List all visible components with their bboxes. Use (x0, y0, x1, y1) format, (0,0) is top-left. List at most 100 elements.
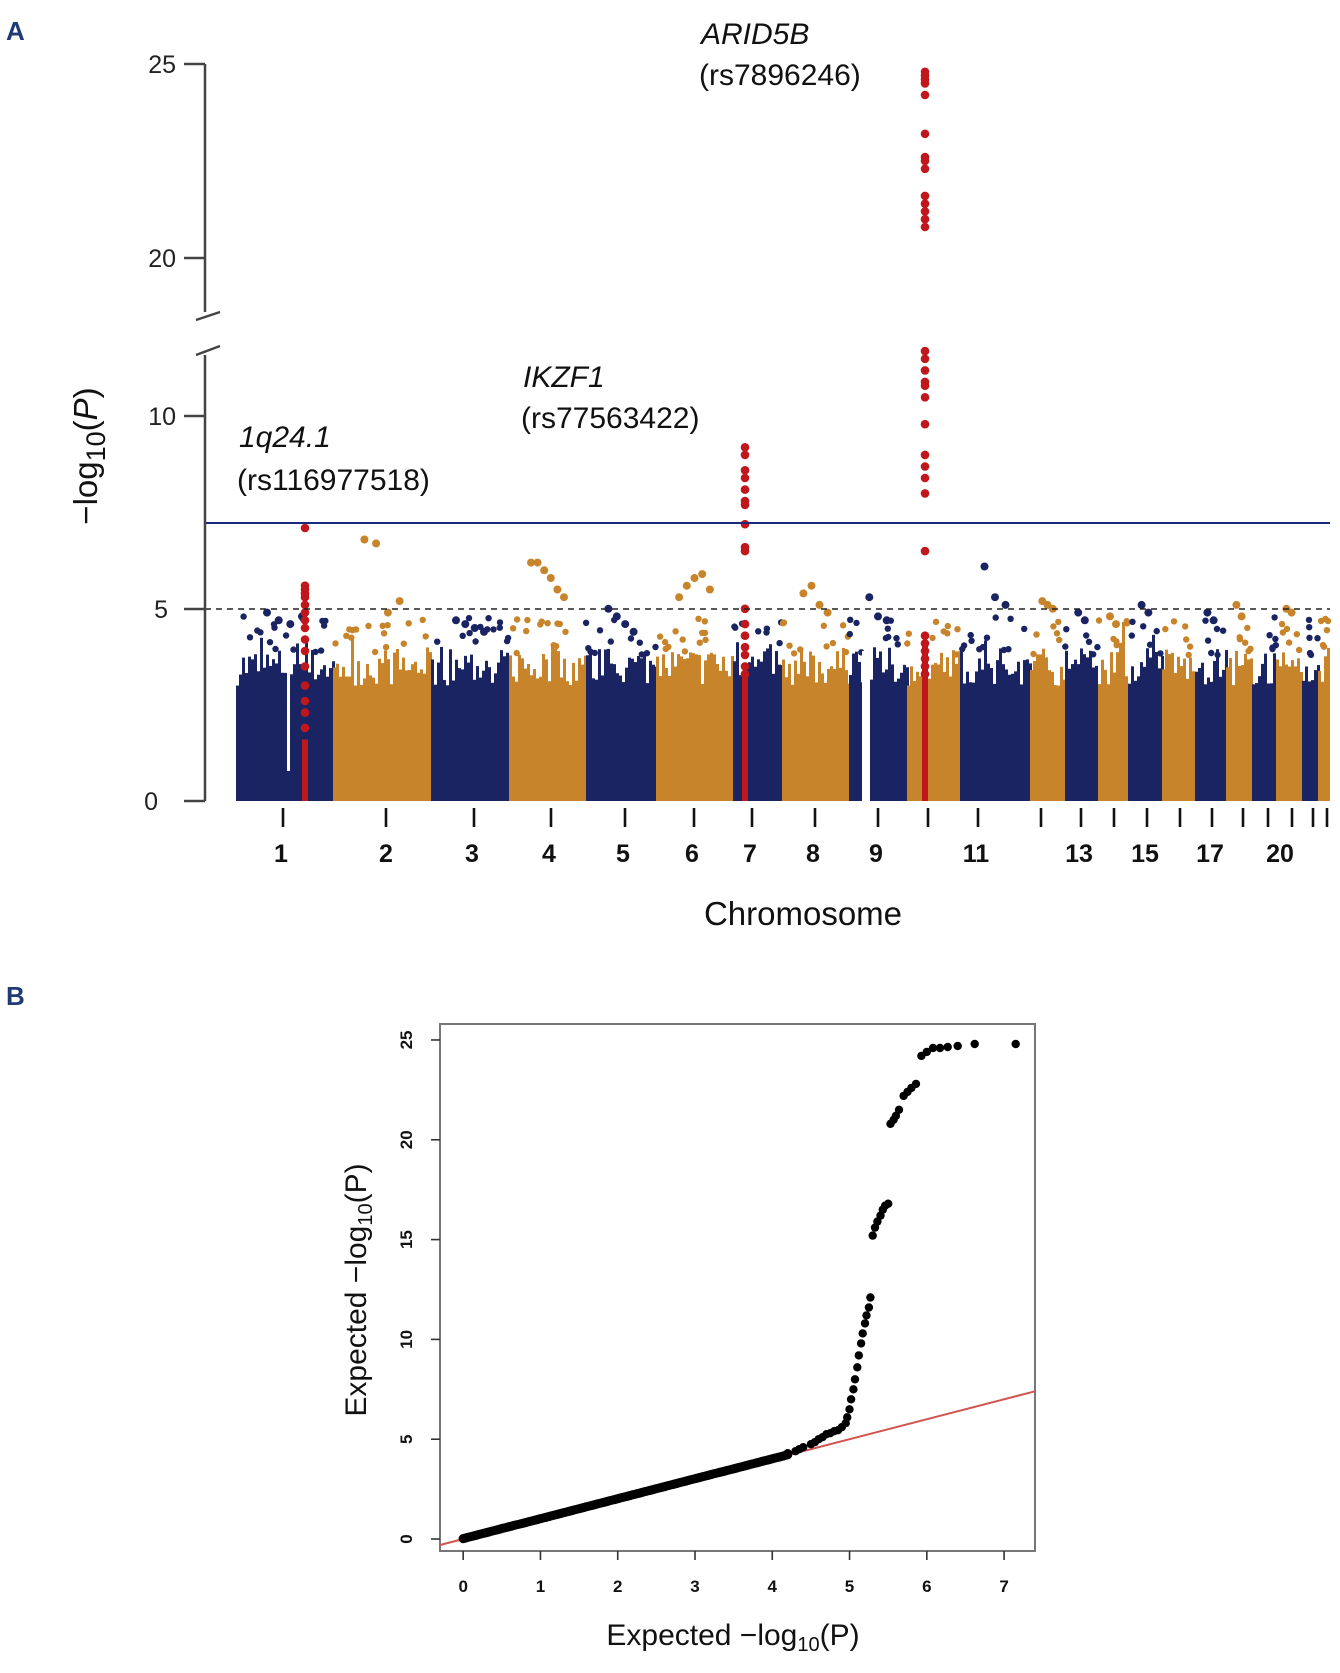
band-column (879, 651, 882, 687)
band-column (1074, 659, 1077, 687)
snp-point (524, 616, 531, 624)
snp-point (1140, 623, 1147, 630)
snp-point (513, 649, 520, 657)
qq-x-tick-label: 4 (768, 1577, 778, 1596)
band-column (1308, 681, 1311, 687)
snp-point (1007, 615, 1014, 622)
snp-point (382, 643, 390, 651)
qq-y-tick-label: 25 (397, 1031, 416, 1050)
band-column (545, 659, 548, 687)
snp-point (290, 646, 297, 653)
qq-x-tick-label: 0 (458, 1577, 467, 1596)
band-column (999, 648, 1002, 687)
y-tick-label: 10 (148, 403, 176, 431)
band-block (1252, 685, 1276, 801)
snp-point-peak (286, 620, 295, 629)
snp-point (1020, 625, 1028, 633)
band-column (293, 664, 296, 687)
band-column (619, 675, 622, 687)
band-column (972, 682, 975, 687)
snp-point (853, 619, 860, 627)
band-column (1235, 650, 1238, 687)
band-column (458, 668, 461, 687)
qq-point (943, 1042, 952, 1052)
qq-point (935, 1043, 945, 1053)
qq-point (843, 1413, 852, 1422)
band-column (1020, 684, 1023, 687)
snp-point-peak (274, 616, 283, 625)
band-column (1264, 653, 1267, 687)
snp-point (1278, 620, 1286, 628)
band-column (494, 673, 497, 687)
band-column (888, 647, 891, 687)
band-column (476, 666, 479, 687)
band-column (882, 672, 885, 687)
snp-point (1272, 635, 1279, 643)
highlight-point (920, 199, 930, 208)
highlight-point (920, 79, 930, 88)
band-column (674, 666, 677, 687)
band-column (766, 648, 769, 687)
qq-y-axis-title: Expected −log10(P) (340, 1163, 377, 1416)
band-column (254, 654, 257, 687)
band-column (431, 659, 434, 687)
ylabel-subscript: 10 (81, 431, 111, 461)
snp-point (842, 648, 850, 656)
qq-point (970, 1039, 979, 1049)
band-column (296, 643, 299, 687)
snp-point (422, 633, 429, 640)
snp-point (1283, 625, 1291, 633)
highlight-point (740, 669, 750, 679)
band-column (491, 682, 494, 687)
band-column (1186, 678, 1189, 687)
band-column (601, 675, 604, 687)
band-column (500, 650, 503, 687)
band-column (581, 664, 584, 687)
band-column (1189, 657, 1192, 687)
band-column (791, 684, 794, 687)
snp-point (352, 626, 360, 633)
band-column (542, 654, 545, 687)
band-column (524, 668, 527, 687)
band-column (278, 650, 281, 687)
band-column (339, 676, 342, 687)
band-column (1226, 667, 1229, 687)
highlight-point (300, 592, 310, 602)
band-column (426, 647, 429, 687)
chromosome-band-9 (846, 616, 909, 801)
panel-b-letter: B (6, 981, 25, 1011)
band-column (1125, 676, 1128, 687)
band-column (1192, 671, 1195, 687)
chromosome-label: 11 (963, 840, 990, 868)
band-column (788, 663, 791, 687)
band-column (449, 649, 452, 687)
snp-point (312, 648, 319, 656)
band-column (692, 653, 695, 687)
band-column (906, 667, 909, 687)
band-column (518, 654, 521, 687)
band-column (589, 650, 592, 687)
snp-point (701, 629, 709, 637)
band-column (320, 669, 323, 687)
snp-point (893, 635, 900, 642)
snp-point (384, 622, 391, 629)
band-column (963, 683, 966, 687)
snp-point (643, 650, 651, 657)
snp-point (1157, 650, 1164, 657)
band-column (751, 656, 754, 687)
highlight-point (300, 696, 310, 706)
snp-point (282, 632, 290, 639)
snp-point (490, 626, 497, 633)
band-column (387, 659, 390, 687)
band-column (625, 667, 628, 687)
band-column (934, 662, 937, 687)
band-column (1146, 648, 1149, 687)
band-column (803, 661, 806, 687)
snp-point (1056, 636, 1063, 644)
band-column (1282, 652, 1285, 687)
band-column (748, 662, 751, 687)
band-column (910, 666, 913, 687)
band-column (548, 681, 551, 687)
band-block (1098, 685, 1128, 801)
band-column (473, 679, 476, 687)
